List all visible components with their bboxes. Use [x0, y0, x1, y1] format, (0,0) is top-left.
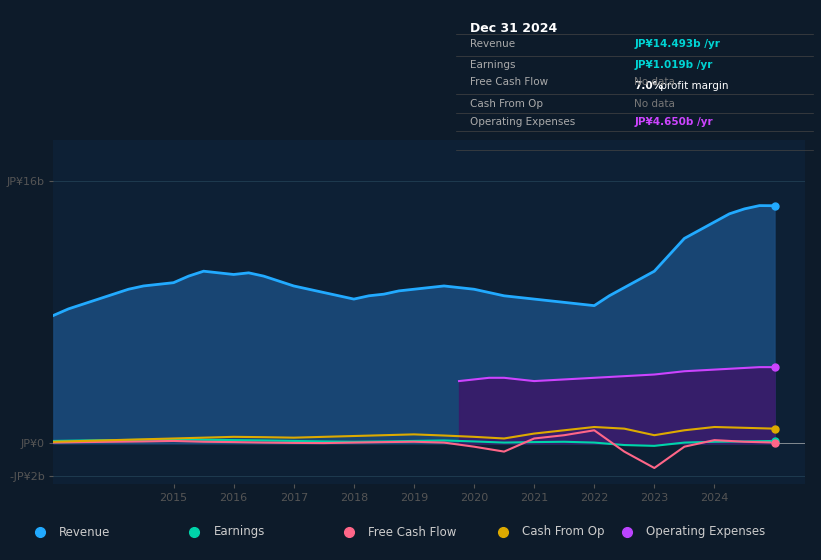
Text: Revenue: Revenue [470, 39, 515, 49]
Text: Cash From Op: Cash From Op [470, 99, 543, 109]
Text: Free Cash Flow: Free Cash Flow [470, 77, 548, 87]
Text: JP¥14.493b /yr: JP¥14.493b /yr [635, 39, 720, 49]
Text: Dec 31 2024: Dec 31 2024 [470, 22, 557, 35]
Text: 7.0%: 7.0% [635, 81, 663, 91]
Text: Free Cash Flow: Free Cash Flow [368, 525, 456, 539]
Text: No data: No data [635, 77, 675, 87]
Text: Earnings: Earnings [213, 525, 265, 539]
Text: No data: No data [635, 99, 675, 109]
Text: Revenue: Revenue [59, 525, 111, 539]
Text: Operating Expenses: Operating Expenses [470, 118, 576, 128]
Text: Operating Expenses: Operating Expenses [646, 525, 765, 539]
Text: JP¥4.650b /yr: JP¥4.650b /yr [635, 118, 713, 128]
Text: Earnings: Earnings [470, 60, 516, 71]
Text: JP¥1.019b /yr: JP¥1.019b /yr [635, 60, 713, 71]
Text: profit margin: profit margin [658, 81, 729, 91]
Text: Cash From Op: Cash From Op [522, 525, 605, 539]
